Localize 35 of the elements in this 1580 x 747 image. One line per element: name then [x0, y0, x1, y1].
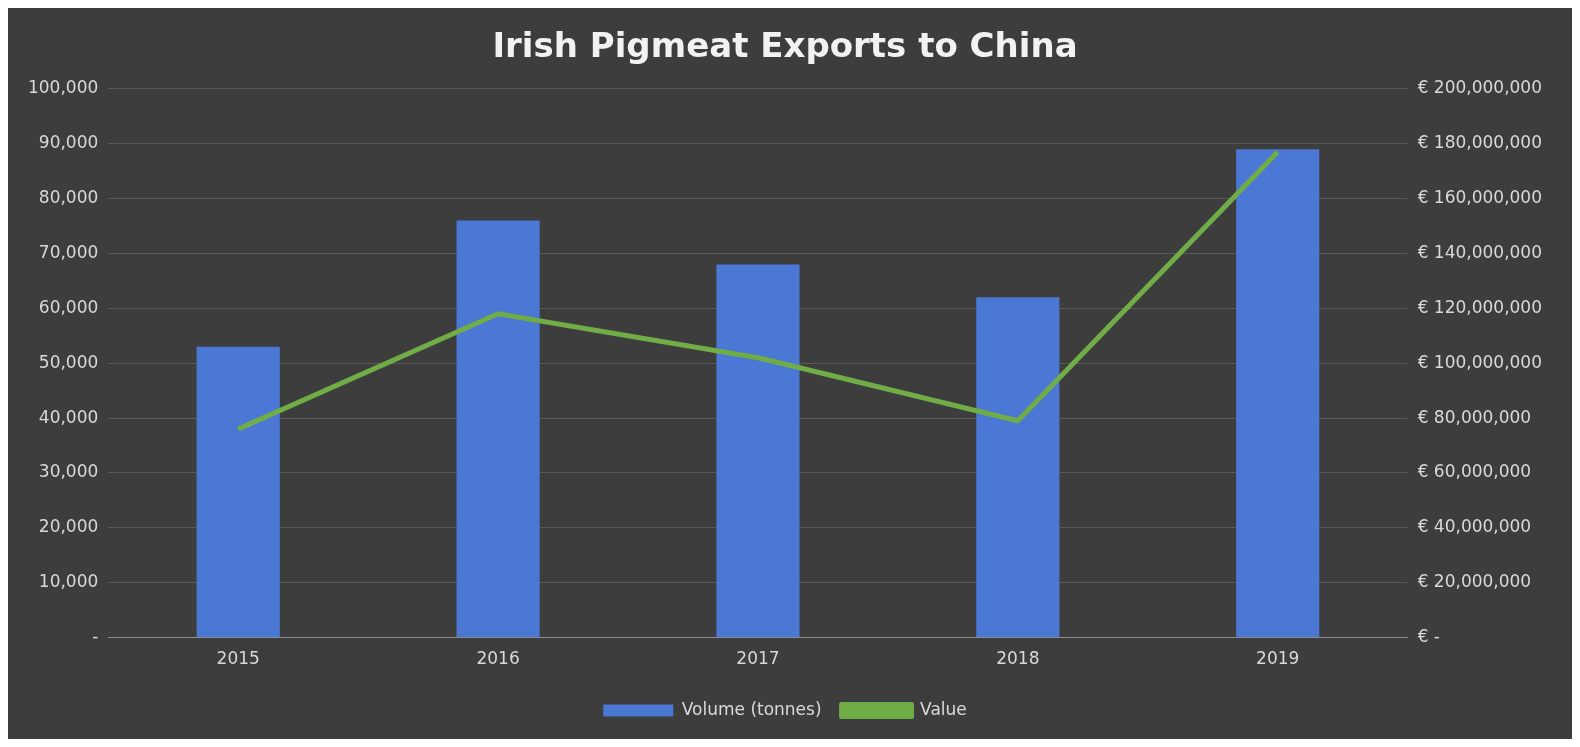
x-tick-label: 2017: [736, 648, 780, 669]
y2-tick-label: € 100,000,000: [1417, 351, 1542, 372]
chart-title: Irish Pigmeat Exports to China: [492, 25, 1078, 66]
y2-tick-label: € 200,000,000: [1417, 77, 1542, 98]
y-tick-label: 60,000: [38, 296, 99, 317]
x-tick-label: 2016: [476, 648, 520, 669]
y-tick-label: 50,000: [38, 351, 99, 372]
y-tick-label: 20,000: [38, 516, 99, 537]
bar: [716, 264, 800, 638]
x-tick-label: 2019: [1256, 648, 1300, 669]
y2-tick-label: € 40,000,000: [1417, 516, 1532, 537]
y-tick-label: 40,000: [38, 406, 99, 427]
y2-tick-label: € 120,000,000: [1417, 296, 1542, 317]
legend-label: Value: [920, 698, 967, 719]
legend-label: Volume (tonnes): [681, 698, 822, 719]
bar: [1236, 149, 1320, 638]
y-tick-label: 70,000: [38, 241, 99, 262]
y2-tick-label: € 180,000,000: [1417, 132, 1542, 153]
y-tick-label: 90,000: [38, 132, 99, 153]
y2-tick-label: € 60,000,000: [1417, 461, 1532, 482]
bar: [196, 346, 280, 638]
y-tick-label: 30,000: [38, 461, 99, 482]
y-tick-label: 100,000: [27, 77, 99, 98]
y2-tick-label: € 140,000,000: [1417, 241, 1542, 262]
bar: [456, 220, 540, 638]
y-tick-label: 10,000: [38, 571, 99, 592]
y2-tick-label: € 20,000,000: [1417, 571, 1532, 592]
y2-tick-label: € 80,000,000: [1417, 406, 1532, 427]
x-tick-label: 2015: [216, 648, 260, 669]
y2-tick-label: € 160,000,000: [1417, 186, 1542, 207]
bar: [976, 297, 1060, 638]
y-tick-label: -: [92, 626, 99, 647]
y-tick-label: 80,000: [38, 186, 99, 207]
x-tick-label: 2018: [996, 648, 1040, 669]
y2-tick-label: € -: [1417, 626, 1440, 647]
